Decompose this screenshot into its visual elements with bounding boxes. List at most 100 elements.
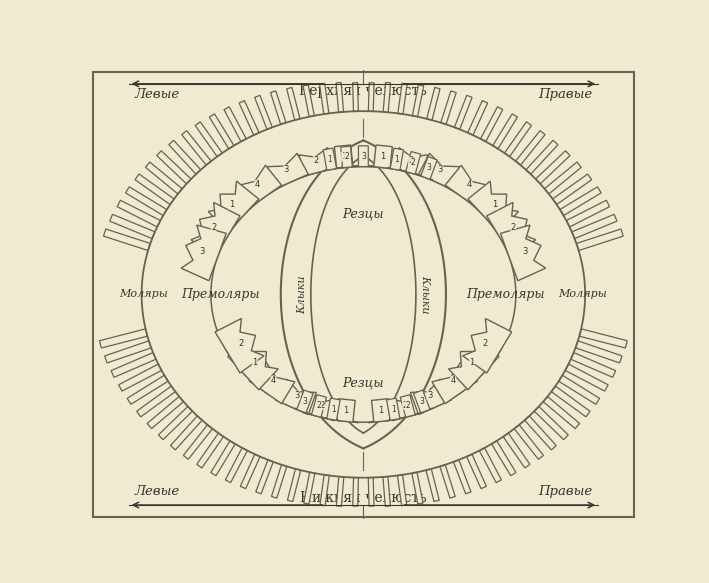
Text: 3: 3 [427,163,432,173]
Polygon shape [320,83,329,114]
Polygon shape [191,202,240,257]
Polygon shape [479,448,501,483]
Polygon shape [468,181,518,233]
Polygon shape [566,200,610,227]
Text: Левые: Левые [134,486,179,498]
Polygon shape [386,398,403,421]
Polygon shape [445,165,491,208]
Text: 1: 1 [394,154,399,164]
Text: 3: 3 [199,247,204,256]
Text: 2: 2 [239,339,244,349]
Polygon shape [118,364,162,391]
Polygon shape [501,225,546,281]
Text: 2: 2 [313,156,318,165]
Text: 2: 2 [483,339,488,349]
Polygon shape [215,318,264,373]
Polygon shape [286,87,300,120]
Polygon shape [135,174,174,205]
Polygon shape [303,85,314,117]
Polygon shape [225,448,247,483]
Polygon shape [525,416,556,450]
Polygon shape [552,174,592,205]
Polygon shape [440,465,455,498]
Text: 3: 3 [303,397,308,406]
Text: Моляры: Моляры [120,289,168,300]
Polygon shape [197,433,223,468]
Text: Левые: Левые [134,88,179,101]
Polygon shape [239,101,259,135]
Polygon shape [535,406,569,440]
Text: 2: 2 [406,402,410,410]
Polygon shape [576,341,622,363]
Text: 1: 1 [493,201,498,209]
Text: 1: 1 [381,152,386,161]
Polygon shape [403,152,420,175]
Polygon shape [236,165,281,208]
Text: Премоляры: Премоляры [467,288,545,301]
Polygon shape [171,416,202,450]
Polygon shape [413,390,433,414]
Text: 3: 3 [437,165,443,174]
Polygon shape [195,122,222,157]
Polygon shape [228,339,278,390]
Polygon shape [491,441,516,476]
Polygon shape [336,476,344,506]
Polygon shape [169,141,201,174]
Polygon shape [535,151,570,184]
Polygon shape [454,460,471,494]
Text: 1: 1 [229,201,234,209]
Polygon shape [369,399,396,423]
Polygon shape [320,475,329,505]
Polygon shape [427,87,440,120]
Polygon shape [104,229,150,251]
Polygon shape [545,162,581,194]
Polygon shape [211,441,235,476]
Polygon shape [271,91,286,124]
Polygon shape [340,146,356,168]
Polygon shape [398,83,407,114]
Polygon shape [303,392,338,421]
Polygon shape [398,475,407,505]
Polygon shape [515,131,545,165]
Polygon shape [463,318,512,373]
Polygon shape [249,361,295,404]
Text: Правые: Правые [538,486,593,498]
Polygon shape [127,375,168,405]
Polygon shape [157,151,191,184]
Polygon shape [505,122,532,157]
Polygon shape [565,364,608,391]
Text: 4: 4 [467,180,472,189]
Text: Верхняя челюсть: Верхняя челюсть [299,84,428,98]
Text: 3: 3 [523,247,527,256]
Polygon shape [412,472,423,504]
Text: 3: 3 [419,397,424,406]
Text: 3: 3 [284,165,289,174]
Polygon shape [383,83,391,113]
Polygon shape [526,141,558,174]
Polygon shape [352,83,358,111]
Polygon shape [331,399,358,423]
Polygon shape [468,101,488,135]
Text: Клыки: Клыки [297,275,307,314]
Polygon shape [181,225,226,281]
Polygon shape [209,114,234,149]
Polygon shape [389,392,424,421]
Polygon shape [571,353,615,377]
Text: 1: 1 [331,405,336,414]
Polygon shape [184,425,213,459]
Polygon shape [579,329,627,348]
Polygon shape [560,187,601,216]
Text: 2: 2 [319,401,325,409]
Polygon shape [147,396,184,429]
Text: 2: 2 [411,159,415,167]
Polygon shape [308,395,326,418]
Polygon shape [355,146,372,167]
Polygon shape [182,131,211,165]
Polygon shape [336,83,344,113]
Text: 1: 1 [252,358,257,367]
Polygon shape [543,396,579,429]
Text: Моляры: Моляры [559,289,607,300]
Polygon shape [493,114,518,149]
Polygon shape [256,460,273,494]
Polygon shape [323,148,340,171]
